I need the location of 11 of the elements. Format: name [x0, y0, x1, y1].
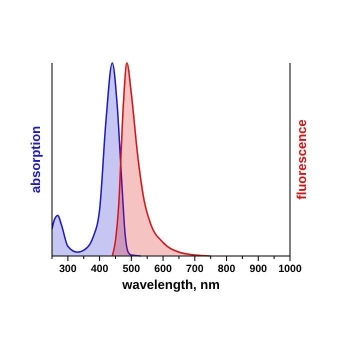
- x-tick-label: 900: [250, 263, 268, 275]
- x-tick-label: 400: [90, 263, 109, 275]
- y-axis-title: absorption: [28, 126, 43, 194]
- x-tick-label: 500: [122, 263, 140, 275]
- x-tick-label: 300: [59, 263, 77, 275]
- x-axis-title: wavelength, nm: [121, 277, 220, 292]
- x-tick-label: 1000: [278, 263, 302, 275]
- x-tick-label: 600: [154, 263, 172, 275]
- x-tick-label: 800: [218, 263, 236, 275]
- y2-axis-title: fluorescence: [294, 119, 309, 200]
- x-tick-label: 700: [186, 263, 204, 275]
